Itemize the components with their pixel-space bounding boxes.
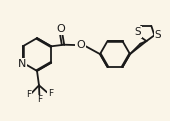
Text: F: F — [48, 89, 53, 98]
Text: N: N — [17, 59, 26, 69]
Text: O: O — [76, 40, 85, 50]
Text: O: O — [57, 24, 65, 34]
Text: S: S — [134, 27, 141, 37]
Text: F: F — [37, 95, 42, 104]
Text: F: F — [26, 90, 31, 99]
Text: S: S — [155, 30, 161, 40]
